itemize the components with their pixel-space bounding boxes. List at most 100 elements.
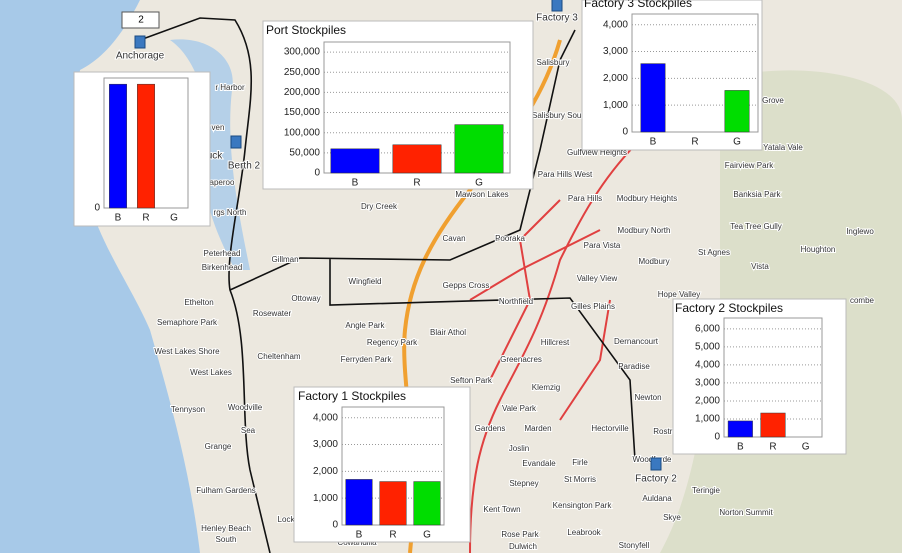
x-tick-label: B xyxy=(356,530,363,541)
bar xyxy=(330,148,380,174)
place-label: Norton Summit xyxy=(719,508,773,517)
place-label: Vale Park xyxy=(502,404,537,413)
place-label: Gulfview Heights xyxy=(567,148,627,157)
y-tick-label: 200,000 xyxy=(284,87,321,98)
place-label: Gardens xyxy=(475,424,506,433)
x-tick-label: R xyxy=(142,213,149,224)
y-tick-label: 3,000 xyxy=(603,46,628,57)
x-tick-label: R xyxy=(389,530,396,541)
place-label: Woodville xyxy=(228,403,263,412)
place-label: Marden xyxy=(524,424,551,433)
place-label: Fulham Gardens xyxy=(196,486,256,495)
place-label: Dulwich xyxy=(509,542,537,551)
bar xyxy=(454,124,504,174)
chart: Factory 1 Stockpiles 0 1,000 2,000 3,000 4,00… xyxy=(293,386,471,543)
place-label: Stepney xyxy=(509,479,538,488)
place-label: rgs North xyxy=(214,208,247,217)
place-label: Pooraka xyxy=(495,234,525,243)
marker-label: Factory 3 xyxy=(536,13,578,24)
chart: Factory 2 Stockpiles 0 1,000 2,000 3,000 4,00… xyxy=(672,298,847,455)
place-label: combe xyxy=(850,296,875,305)
y-tick-label: 1,000 xyxy=(695,414,720,425)
bar xyxy=(137,83,155,209)
place-label: Rostre xyxy=(653,427,677,436)
chart-title: Port Stockpiles xyxy=(266,23,346,37)
y-tick-label: 300,000 xyxy=(284,47,321,58)
place-label: Stonyfell xyxy=(619,541,650,550)
place-label: Ethelton xyxy=(184,298,213,307)
marker-icon xyxy=(134,35,146,49)
y-tick-label: 4,000 xyxy=(695,360,720,371)
place-label: Newton xyxy=(634,393,661,402)
bar xyxy=(727,420,753,438)
place-label: Blair Athol xyxy=(430,328,466,337)
place-label: Salisbury South xyxy=(532,111,588,120)
place-label: Joslin xyxy=(509,444,529,453)
bar xyxy=(724,90,750,133)
place-label: Gillman xyxy=(271,255,298,264)
place-label: Hope Valley xyxy=(658,290,701,299)
place-label: Ottoway xyxy=(291,294,320,303)
y-tick-label: 250,000 xyxy=(284,67,321,78)
place-label: Grange xyxy=(205,442,232,451)
place-label: Peterhead xyxy=(204,249,241,258)
place-label: Leabrook xyxy=(567,528,601,537)
place-label: Sea xyxy=(241,426,256,435)
x-tick-label: G xyxy=(475,178,483,189)
bar xyxy=(392,144,442,174)
marker-label: Factory 2 xyxy=(635,474,677,485)
place-label: Fairview Park xyxy=(725,161,774,170)
y-tick-label: 1,000 xyxy=(313,493,338,504)
place-label: Teringie xyxy=(692,486,721,495)
x-tick-label: G xyxy=(802,442,810,453)
y-tick-label: 3,000 xyxy=(695,378,720,389)
place-label: Klemzig xyxy=(532,383,560,392)
x-tick-label: R xyxy=(769,442,776,453)
route xyxy=(139,17,271,553)
marker-icon xyxy=(650,457,662,471)
y-tick-label: 4,000 xyxy=(313,412,338,423)
y-tick-label: 2,000 xyxy=(313,466,338,477)
place-label: aperoo xyxy=(210,178,235,187)
place-label: Hectorville xyxy=(591,424,629,433)
y-tick-label: 6,000 xyxy=(695,323,720,334)
y-tick-label: 100,000 xyxy=(284,127,321,138)
chart: 0 B R G xyxy=(73,71,211,227)
place-label: Paradise xyxy=(618,362,650,371)
chart-title: Factory 3 Stockpiles xyxy=(584,0,692,10)
place-label: Salisbury xyxy=(537,58,570,67)
chart-title: Factory 2 Stockpiles xyxy=(675,301,783,315)
place-label: Rosewater xyxy=(253,309,292,318)
place-label: Cavan xyxy=(442,234,465,243)
place-label: South xyxy=(216,535,237,544)
y-tick-label: 0 xyxy=(622,127,628,138)
road xyxy=(469,139,641,553)
y-tick-label: 50,000 xyxy=(289,147,320,158)
bar xyxy=(379,481,407,526)
place-label: Para Hills xyxy=(568,194,602,203)
bar xyxy=(640,63,666,133)
chart: Factory 3 Stockpiles 0 1,000 2,000 3,000 4,00… xyxy=(581,0,763,151)
y-tick-label: 3,000 xyxy=(313,439,338,450)
route xyxy=(229,29,636,461)
count-label: 2 xyxy=(138,15,144,26)
y-tick-label: 2,000 xyxy=(603,73,628,84)
place-label: r Harbor xyxy=(215,83,245,92)
place-label: Hillcrest xyxy=(541,338,570,347)
place-label: Firle xyxy=(572,458,588,467)
y-tick-label: 2,000 xyxy=(695,396,720,407)
x-tick-label: B xyxy=(352,178,359,189)
place-label: Skye xyxy=(663,513,681,522)
place-label: Greenacres xyxy=(500,355,542,364)
place-label: Cheltenham xyxy=(257,352,300,361)
road xyxy=(469,199,611,421)
chart-overlays: 0 B R G Port Stockpiles 0 50,000 100,000 150,000… xyxy=(73,0,847,543)
place-label: Valley View xyxy=(577,274,618,283)
place-label: Grove xyxy=(762,96,784,105)
place-label: Sefton Park xyxy=(450,376,493,385)
place-label: Inglewo xyxy=(846,227,874,236)
x-tick-label: B xyxy=(115,213,122,224)
place-label: Yatala Vale xyxy=(763,143,803,152)
x-tick-label: B xyxy=(650,137,657,148)
